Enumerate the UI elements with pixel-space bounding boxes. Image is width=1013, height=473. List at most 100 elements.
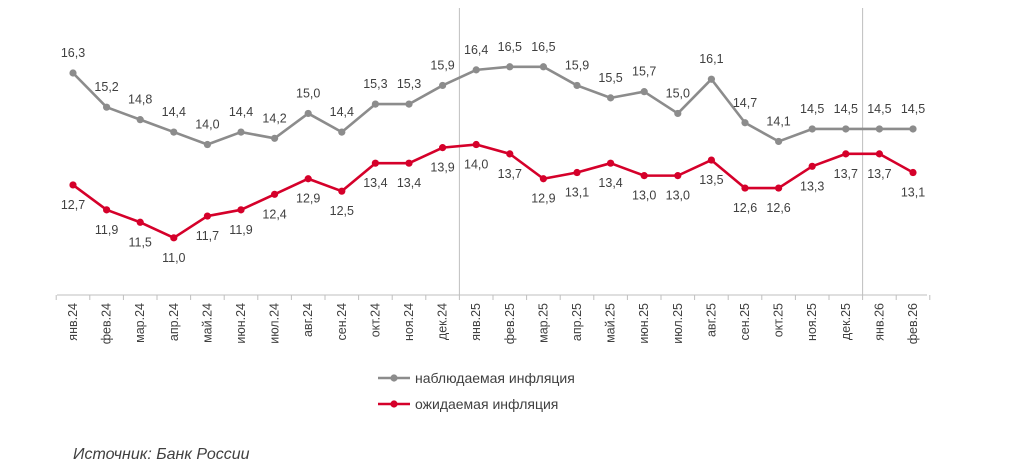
- series-2-value-label: 13,1: [901, 186, 925, 200]
- series-1-value-label: 14,4: [229, 105, 253, 119]
- x-tick-label: июн.24: [234, 303, 248, 344]
- series-2-point: [439, 144, 447, 152]
- x-axis: [55, 294, 931, 300]
- series-2-value-label: 13,7: [834, 167, 858, 181]
- x-tick-label: апр.25: [570, 303, 584, 341]
- series-2-value-label: 13,4: [397, 176, 421, 190]
- x-tick-label: июл.24: [268, 303, 282, 344]
- x-tick-label: ноя.25: [805, 303, 819, 341]
- series-2-point: [741, 184, 749, 192]
- series-2-point: [539, 175, 548, 183]
- series-1-point: [875, 125, 884, 133]
- series-1-point: [237, 128, 245, 136]
- series-1-point: [573, 81, 581, 90]
- series-1-point: [103, 103, 111, 111]
- series-2-value-label: 13,9: [430, 161, 454, 175]
- series-1-value-label: 15,0: [296, 86, 320, 100]
- series-1-value-label: 16,5: [531, 40, 555, 54]
- series-1-value-label: 15,2: [94, 80, 118, 94]
- series-1-point: [775, 137, 783, 146]
- series-1-value-label: 14,5: [834, 102, 858, 116]
- series-1-point: [371, 100, 379, 108]
- series-1-value-label: 15,3: [397, 77, 421, 91]
- series-1-value-label: 14,1: [766, 114, 790, 128]
- series-2-value-label: 11,7: [196, 229, 219, 243]
- series-1-point: [69, 69, 77, 77]
- series-1-value-label: 15,7: [632, 65, 656, 79]
- series-2-value-label: 13,1: [565, 186, 589, 200]
- series-1-point: [506, 63, 514, 71]
- series-2-point: [237, 206, 245, 214]
- inflation-chart: 16,3 15,2 14,8 14,4 14,0 14,4 14,2 15,0 14,4 15,3…: [55, 8, 931, 412]
- series-1-point: [741, 119, 749, 127]
- series-2-value-label: 12,9: [296, 192, 320, 206]
- x-tick-label: ноя.24: [402, 303, 416, 341]
- series-1-value-label: 14,5: [867, 102, 891, 116]
- series-2-point: [909, 168, 917, 177]
- legend-marker-1: [390, 374, 398, 382]
- series-1-point: [472, 66, 480, 74]
- series-1-point: [439, 81, 447, 90]
- series-2-point: [405, 159, 413, 167]
- x-tick-label: мар.24: [133, 303, 147, 343]
- series-2-point: [842, 150, 850, 158]
- series-1-point: [170, 128, 178, 136]
- series-2-point: [338, 187, 346, 195]
- series-2-value-label: 13,0: [632, 189, 656, 203]
- x-tick-label: дек.24: [436, 303, 450, 340]
- source-note: Источник: Банк России: [73, 446, 250, 463]
- x-tick-label: май.25: [604, 303, 618, 343]
- series-1-value-label: 16,4: [464, 43, 488, 57]
- x-tick-label: сен.24: [335, 303, 349, 341]
- x-tick-label: апр.24: [167, 303, 181, 341]
- x-tick-label: янв.24: [66, 303, 80, 341]
- series-2-value-label: 13,7: [867, 167, 891, 181]
- series-2-value-label: 12,6: [733, 201, 757, 215]
- value-labels: 16,3 15,2 14,8 14,4 14,0 14,4 14,2 15,0 14,4 15,3…: [61, 40, 925, 265]
- series-2-point: [506, 150, 514, 158]
- series-1-value-label: 16,3: [61, 46, 85, 60]
- series-line-2: [72, 143, 914, 240]
- series-2-value-label: 12,9: [531, 192, 555, 206]
- series-1-value-label: 14,7: [733, 96, 757, 110]
- series-1-point: [304, 109, 312, 118]
- series-1-point: [808, 125, 816, 133]
- x-tick-label: фев.26: [906, 303, 920, 344]
- x-tick-label: июн.25: [637, 303, 651, 344]
- series-2-value-label: 13,3: [800, 179, 824, 193]
- x-tick-label: фев.25: [503, 303, 517, 344]
- series-1-point: [338, 128, 346, 136]
- series-2-point: [674, 172, 682, 180]
- series-1-value-label: 14,5: [800, 102, 824, 116]
- series-1-point: [640, 88, 648, 96]
- series-2-value-label: 13,5: [699, 173, 723, 187]
- series-2-value-label: 14,0: [464, 158, 488, 172]
- series-2-value-label: 13,4: [598, 176, 622, 190]
- x-tick-label: авг.25: [704, 303, 718, 337]
- series-1-point: [136, 116, 144, 124]
- series-2-point: [472, 140, 480, 149]
- series-1-point: [203, 140, 211, 149]
- legend-label-1: наблюдаемая инфляция: [415, 370, 575, 386]
- series-1-value-label: 14,4: [330, 105, 354, 119]
- legend-marker-2: [390, 400, 398, 408]
- series-2-value-label: 11,9: [95, 223, 118, 237]
- x-tick-label: авг.24: [301, 303, 315, 337]
- series-2-value-label: 12,6: [766, 201, 790, 215]
- x-tick-label: фев.24: [100, 303, 114, 344]
- series-1-point: [909, 125, 917, 133]
- series-2-point: [136, 218, 144, 226]
- series-2-point: [640, 172, 648, 180]
- legend: наблюдаемая инфляция ожидаемая инфляция: [378, 370, 575, 412]
- series-1-point: [405, 100, 413, 108]
- series-1-point: [674, 109, 682, 118]
- series-2-value-label: 13,4: [363, 176, 387, 190]
- series-2-value-label: 12,4: [262, 207, 286, 221]
- series-1-point: [607, 94, 615, 102]
- series-2-point: [103, 206, 111, 214]
- series-1-point: [539, 63, 548, 71]
- x-tick-label: дек.25: [839, 303, 853, 340]
- series-2-point: [707, 156, 716, 164]
- series-line-1: [72, 65, 913, 146]
- series-2-value-label: 13,7: [498, 167, 522, 181]
